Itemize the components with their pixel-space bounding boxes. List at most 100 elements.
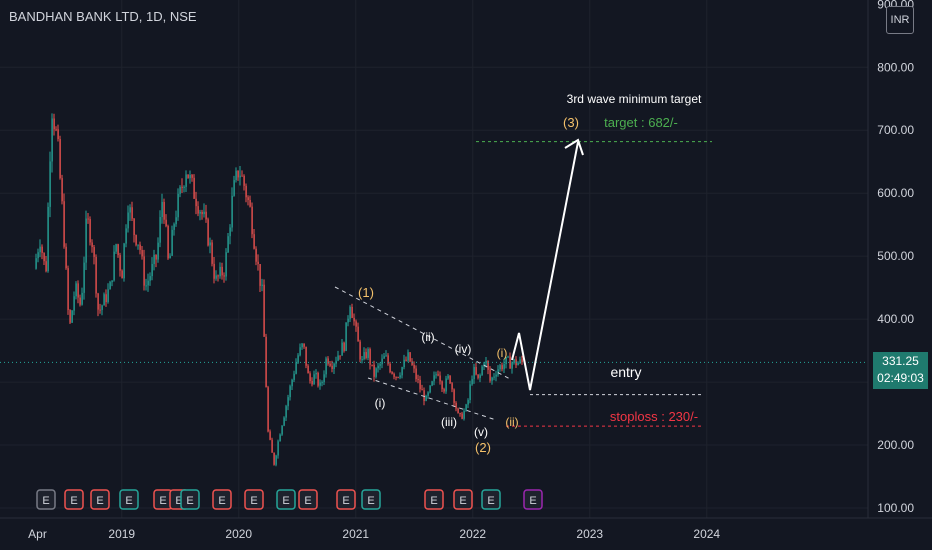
- candle-body: [81, 292, 83, 305]
- candle-body: [159, 217, 161, 243]
- candle-body: [169, 255, 171, 259]
- candle-body: [155, 254, 157, 260]
- earnings-marker: E: [244, 489, 264, 510]
- candle-body: [225, 252, 227, 277]
- candle-body: [317, 372, 319, 386]
- candle-body: [427, 392, 429, 396]
- earnings-marker: E: [481, 489, 501, 510]
- candle-body: [195, 198, 197, 207]
- x-axis[interactable]: Apr 2019 2020 2021 2022 2023 2024: [0, 517, 932, 541]
- candle-body: [313, 374, 315, 385]
- candle-body: [105, 294, 107, 303]
- earnings-marker-label: E: [342, 495, 349, 507]
- candle-body: [167, 225, 169, 259]
- candle-body: [441, 381, 443, 390]
- candle-body: [87, 218, 89, 220]
- earnings-marker-box: [424, 489, 444, 510]
- candle-body: [205, 211, 207, 220]
- earnings-marker-label: E: [430, 495, 437, 507]
- candle-body: [311, 380, 313, 385]
- candle-body: [511, 362, 513, 369]
- candle-body: [417, 379, 419, 381]
- candle-body: [129, 207, 131, 213]
- candle-body: [499, 365, 501, 370]
- earnings-marker-box: [64, 489, 84, 510]
- candle-body: [391, 371, 393, 374]
- candle-body: [513, 359, 515, 363]
- target-text: target : 682/-: [604, 115, 678, 130]
- candle-body: [505, 357, 507, 365]
- candle-body: [385, 355, 387, 357]
- candle-body: [217, 275, 219, 277]
- trend-line-upper: [334, 286, 513, 381]
- candle-body: [127, 212, 129, 229]
- candle-body: [93, 247, 95, 257]
- candle-body: [187, 174, 189, 179]
- candle-body: [433, 375, 435, 382]
- candle-body: [165, 219, 167, 226]
- candle-body: [287, 397, 289, 407]
- candle-body: [517, 362, 519, 366]
- candle-body: [347, 318, 349, 323]
- earnings-marker-box: [523, 489, 543, 510]
- candle-body: [447, 375, 449, 379]
- candle-body: [323, 374, 325, 383]
- candle-body: [185, 174, 187, 187]
- candle-body: [373, 364, 375, 377]
- candle-body: [73, 296, 75, 311]
- candle-body: [345, 322, 347, 351]
- candle-body: [363, 352, 365, 360]
- candle-body: [369, 349, 371, 365]
- currency-button[interactable]: INR: [886, 6, 914, 34]
- target-title: 3rd wave minimum target: [567, 92, 702, 106]
- candle-body: [299, 347, 301, 356]
- candle-body: [459, 413, 461, 415]
- candle-body: [83, 262, 85, 293]
- candle-body: [173, 224, 175, 230]
- projection-arrow: [511, 141, 579, 391]
- candle-body: [135, 235, 137, 245]
- candle-body: [197, 206, 199, 214]
- candle-body: [161, 201, 163, 218]
- x-tick-label: 2021: [342, 527, 369, 541]
- y-axis[interactable]: 100.00200.00300.00400.00500.00600.00700.…: [867, 0, 914, 518]
- earnings-marker-label: E: [186, 495, 193, 507]
- candle-body: [239, 175, 241, 178]
- candle-body: [157, 242, 159, 260]
- candle-body: [467, 400, 469, 405]
- candle-body: [295, 362, 297, 374]
- candle-body: [261, 284, 263, 286]
- candle-body: [133, 218, 135, 236]
- candle-body: [283, 417, 285, 426]
- candle-body: [273, 452, 275, 465]
- earnings-marker-label: E: [282, 495, 289, 507]
- earnings-marker-label: E: [250, 495, 257, 507]
- x-tick-label: 2024: [693, 527, 720, 541]
- candle-body: [493, 376, 495, 378]
- earnings-marker-box: [298, 489, 318, 510]
- earnings-marker: E: [212, 489, 232, 510]
- candle-body: [37, 252, 39, 259]
- candle-body: [65, 246, 67, 269]
- earnings-marker-box: [119, 489, 139, 510]
- candle-body: [497, 369, 499, 375]
- candle-body: [181, 186, 183, 188]
- candle-body: [203, 211, 205, 215]
- earnings-marker: E: [180, 489, 200, 510]
- candle-body: [193, 177, 195, 199]
- earnings-marker-label: E: [218, 495, 225, 507]
- earnings-marker: E: [36, 489, 56, 510]
- candle-body: [305, 346, 307, 366]
- candle-body: [39, 246, 41, 253]
- earnings-marker: E: [523, 489, 543, 510]
- earnings-marker-label: E: [529, 495, 536, 507]
- x-tick-label: 2020: [225, 527, 252, 541]
- candle-body: [321, 382, 323, 384]
- candle-body: [319, 382, 321, 386]
- candle-body: [209, 242, 211, 246]
- earnings-marker-box: [481, 489, 501, 510]
- earnings-marker-box: [244, 489, 264, 510]
- candle-body: [117, 244, 119, 256]
